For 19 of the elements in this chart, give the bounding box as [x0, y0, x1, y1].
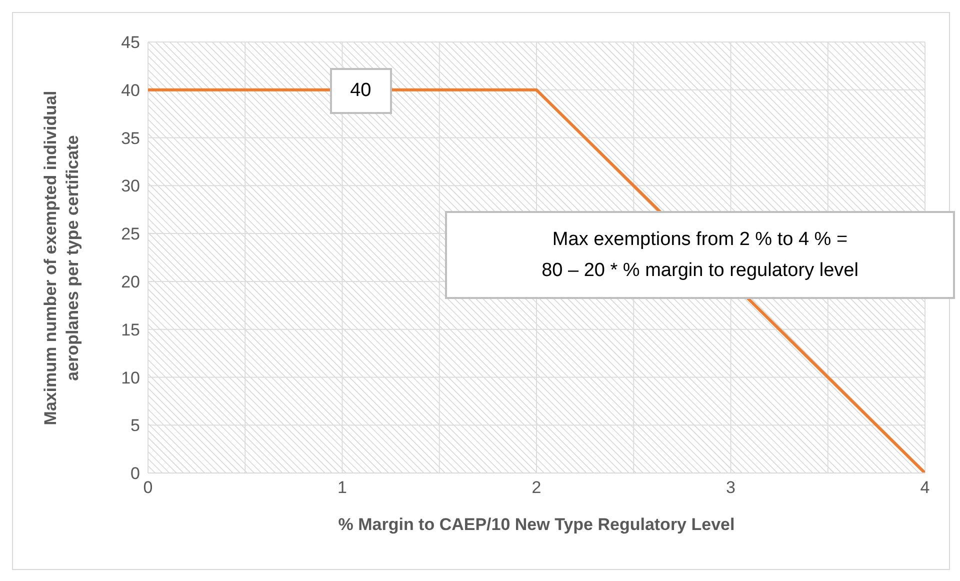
y-tick-label: 30: [121, 176, 140, 196]
callout-box: Max exemptions from 2 % to 4 % = 80 – 20 * % margin to regulatory level: [445, 211, 955, 299]
x-tick-label: 1: [338, 478, 347, 498]
x-axis-title: % Margin to CAEP/10 New Type Regulatory Level: [337, 515, 736, 535]
x-tick-label: 3: [726, 478, 736, 498]
y-tick-label: 10: [121, 368, 140, 388]
y-tick-label: 20: [121, 272, 140, 292]
y-tick-label: 40: [121, 80, 140, 100]
y-tick-label: 5: [130, 416, 140, 436]
y-tick-label: 35: [121, 128, 140, 148]
y-tick-label: 45: [121, 33, 140, 52]
y-tick-label: 15: [121, 320, 140, 340]
x-tick-label: 2: [532, 478, 542, 498]
x-tick-label: 4: [920, 478, 930, 498]
label-box: 40: [330, 68, 392, 114]
y-tick-label: 0: [130, 464, 140, 484]
y-tick-label: 25: [121, 224, 140, 244]
x-tick-label: 0: [143, 478, 153, 498]
y-axis-title: Maximum number of exempted individual aeroplanes per type certificate: [40, 89, 83, 427]
